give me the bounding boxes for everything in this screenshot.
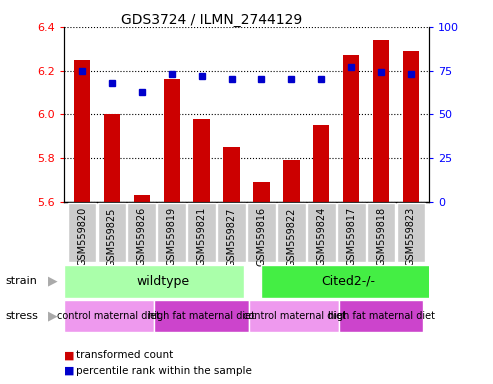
FancyBboxPatch shape bbox=[307, 203, 336, 262]
Bar bbox=[339, 300, 423, 332]
Text: strain: strain bbox=[5, 276, 37, 286]
Text: wildtype: wildtype bbox=[136, 275, 189, 288]
Bar bbox=[104, 114, 120, 202]
Bar bbox=[134, 195, 150, 202]
FancyBboxPatch shape bbox=[367, 203, 395, 262]
Text: ▶: ▶ bbox=[48, 275, 58, 288]
Text: high fat maternal diet: high fat maternal diet bbox=[327, 311, 434, 321]
Bar bbox=[193, 119, 210, 202]
Text: percentile rank within the sample: percentile rank within the sample bbox=[76, 366, 252, 376]
Text: GSM559821: GSM559821 bbox=[197, 207, 207, 266]
Text: stress: stress bbox=[5, 311, 38, 321]
Text: ▶: ▶ bbox=[48, 309, 58, 322]
Text: control maternal diet: control maternal diet bbox=[243, 311, 346, 321]
Bar bbox=[223, 147, 240, 202]
Text: control maternal diet: control maternal diet bbox=[58, 311, 160, 321]
FancyBboxPatch shape bbox=[128, 203, 156, 262]
Text: GSM559826: GSM559826 bbox=[137, 207, 147, 266]
FancyBboxPatch shape bbox=[98, 203, 126, 262]
Bar bbox=[343, 55, 359, 202]
Text: Cited2-/-: Cited2-/- bbox=[321, 275, 375, 288]
Bar bbox=[154, 300, 249, 332]
FancyBboxPatch shape bbox=[337, 203, 365, 262]
FancyBboxPatch shape bbox=[396, 203, 425, 262]
Bar bbox=[313, 125, 329, 202]
Bar bbox=[283, 160, 300, 202]
Bar bbox=[403, 51, 419, 202]
Text: GDS3724 / ILMN_2744129: GDS3724 / ILMN_2744129 bbox=[121, 13, 303, 27]
Text: GSM559817: GSM559817 bbox=[346, 207, 356, 266]
Text: GSM559827: GSM559827 bbox=[227, 207, 237, 266]
Bar bbox=[261, 265, 453, 298]
Text: ■: ■ bbox=[64, 350, 74, 360]
FancyBboxPatch shape bbox=[187, 203, 216, 262]
Bar bbox=[253, 182, 270, 202]
FancyBboxPatch shape bbox=[217, 203, 246, 262]
Bar bbox=[164, 79, 180, 202]
Bar bbox=[74, 60, 90, 202]
FancyBboxPatch shape bbox=[277, 203, 306, 262]
FancyBboxPatch shape bbox=[157, 203, 186, 262]
Text: transformed count: transformed count bbox=[76, 350, 174, 360]
Bar bbox=[64, 265, 244, 298]
Text: GSM559820: GSM559820 bbox=[77, 207, 87, 266]
Text: GSM559816: GSM559816 bbox=[256, 207, 266, 266]
FancyBboxPatch shape bbox=[68, 203, 97, 262]
Bar bbox=[64, 300, 154, 332]
Text: GSM559818: GSM559818 bbox=[376, 207, 386, 266]
Text: GSM559823: GSM559823 bbox=[406, 207, 416, 266]
Text: ■: ■ bbox=[64, 366, 74, 376]
Text: GSM559825: GSM559825 bbox=[107, 207, 117, 266]
Text: GSM559822: GSM559822 bbox=[286, 207, 296, 266]
Text: GSM559824: GSM559824 bbox=[316, 207, 326, 266]
FancyBboxPatch shape bbox=[247, 203, 276, 262]
Text: GSM559819: GSM559819 bbox=[167, 207, 177, 266]
Bar bbox=[373, 40, 389, 202]
Bar bbox=[249, 300, 339, 332]
Text: high fat maternal diet: high fat maternal diet bbox=[148, 311, 255, 321]
